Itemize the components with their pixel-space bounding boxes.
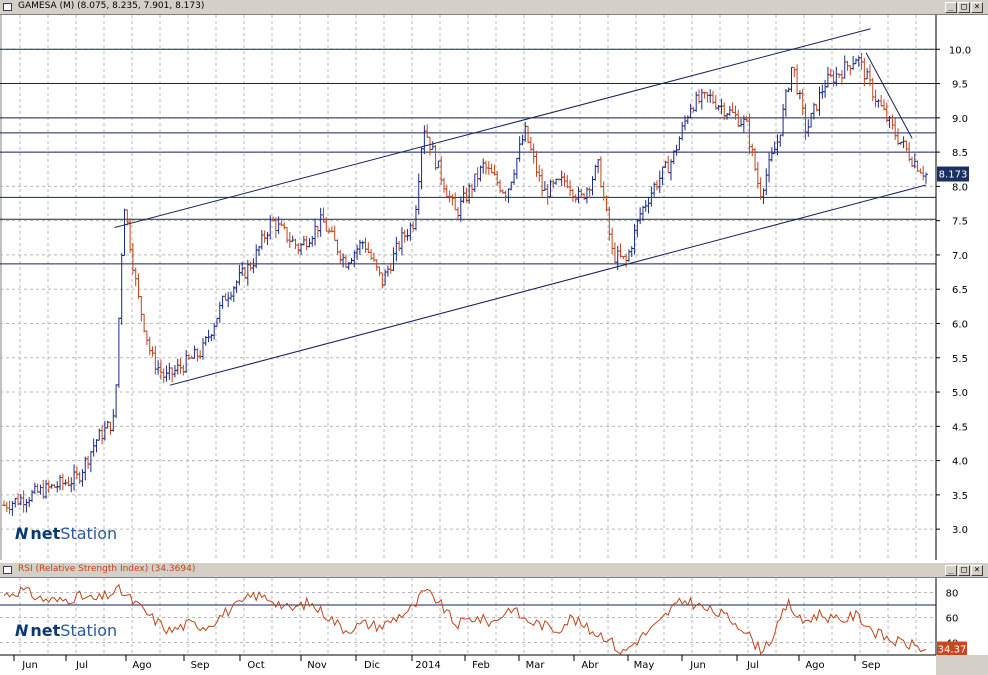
y-tick-label: 80 xyxy=(946,589,959,600)
y-tick-label: 9.5 xyxy=(952,80,968,91)
y-tick-label: 60 xyxy=(946,614,959,625)
axis-corner xyxy=(936,655,988,675)
y-tick-label: 4.5 xyxy=(952,422,968,433)
ohlc-bar xyxy=(924,172,928,184)
price-panel: GAMESA (M) (8.075, 8.235, 7.901, 8.173) … xyxy=(0,0,988,563)
y-tick-label: 10.0 xyxy=(949,45,971,56)
x-tick-label: Ago xyxy=(132,660,151,671)
x-tick-label: Nov xyxy=(307,660,327,671)
rsi-panel-titlebar[interactable]: RSI (Relative Strength Index) (34.3694) … xyxy=(0,563,988,578)
x-tick-label: Oct xyxy=(247,660,264,671)
y-tick-label: 7.5 xyxy=(952,217,968,228)
trendline xyxy=(169,184,927,386)
x-tick-label: Jul xyxy=(75,660,88,671)
x-tick-label: Jul xyxy=(746,660,759,671)
price-chart[interactable]: 3.0 3.5 4.0 4.5 5.0 5.5 6.0 6.5 7.0 7.5 8.0 8.5 9.0 9… xyxy=(0,15,988,563)
y-tick-label: 8.0 xyxy=(952,182,968,193)
y-tick-label: 4.0 xyxy=(952,457,968,468)
y-tick-label: 8.5 xyxy=(952,148,968,159)
rsi-last-badge xyxy=(937,641,967,657)
netstation-logo-icon: N xyxy=(15,524,29,543)
trendline xyxy=(865,52,913,139)
x-tick-label: Dic xyxy=(364,660,380,671)
trendline xyxy=(114,28,871,228)
rsi-last-label: 34.37 xyxy=(938,645,967,656)
restore-button[interactable]: □ xyxy=(958,2,970,13)
rsi-panel: RSI (Relative Strength Index) (34.3694) … xyxy=(0,563,988,675)
close-button[interactable]: × xyxy=(971,2,983,13)
y-tick-label: 5.0 xyxy=(952,388,968,399)
y-tick-label: 9.0 xyxy=(952,114,968,125)
minimize-button[interactable]: _ xyxy=(945,565,957,576)
rsi-panel-title: RSI (Relative Strength Index) (34.3694) xyxy=(18,564,196,574)
x-tick-label: 2014 xyxy=(415,660,440,671)
x-tick-label: Jun xyxy=(689,660,706,671)
rsi-line xyxy=(3,583,927,655)
last-price-label: 8.173 xyxy=(939,170,968,181)
price-panel-titlebar[interactable]: GAMESA (M) (8.075, 8.235, 7.901, 8.173) … xyxy=(0,0,988,15)
x-tick-label: Abr xyxy=(581,660,599,671)
y-tick-label: 3.5 xyxy=(952,491,968,502)
x-tick-label: Ago xyxy=(805,660,824,671)
panel-icon xyxy=(3,3,12,11)
y-tick-label: 5.5 xyxy=(952,354,968,365)
y-tick-label: 6.5 xyxy=(952,285,968,296)
time-axis xyxy=(0,655,936,675)
x-tick-label: Jun xyxy=(21,660,38,671)
minimize-button[interactable]: _ xyxy=(945,2,957,13)
rsi-chart[interactable]: 40608034.37JunJulAgoSepOctNovDic2014FebM… xyxy=(0,578,988,675)
netstation-logo: N net Station xyxy=(15,621,118,640)
panel-icon xyxy=(3,566,12,574)
netstation-logo-icon: N xyxy=(15,621,29,640)
x-tick-label: Feb xyxy=(472,660,490,671)
x-tick-label: Sep xyxy=(191,660,210,671)
last-price-badge xyxy=(937,166,969,182)
x-tick-label: Sep xyxy=(862,660,881,671)
x-tick-label: Mar xyxy=(526,660,546,671)
y-tick-label: 3.0 xyxy=(952,525,968,536)
restore-button[interactable]: □ xyxy=(958,565,970,576)
x-tick-label: May xyxy=(634,660,655,671)
close-button[interactable]: × xyxy=(971,565,983,576)
y-tick-label: 7.0 xyxy=(952,251,968,262)
netstation-logo: N net Station xyxy=(15,524,118,543)
price-panel-title: GAMESA (M) (8.075, 8.235, 7.901, 8.173) xyxy=(18,1,205,11)
y-tick-label: 6.0 xyxy=(952,319,968,330)
